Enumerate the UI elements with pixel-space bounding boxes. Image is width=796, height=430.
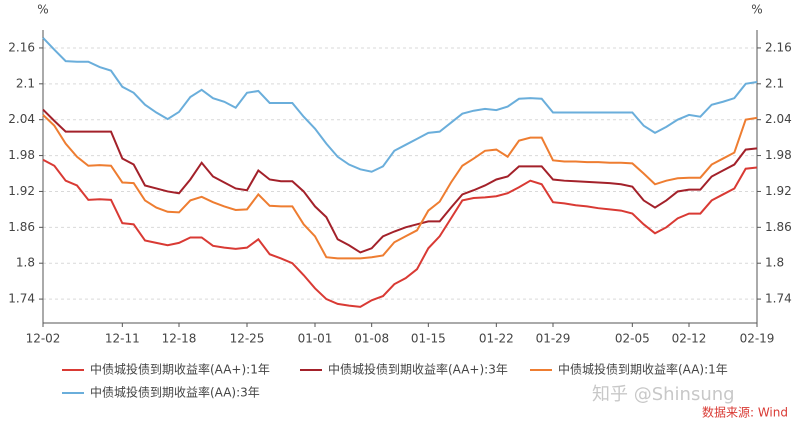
x-tick-label: 01-08 xyxy=(354,332,389,346)
x-tick-label: 01-15 xyxy=(411,332,446,346)
y2-tick-label: 1.98 xyxy=(765,148,792,162)
y2-tick-label: 1.92 xyxy=(765,184,792,198)
y2-unit: % xyxy=(751,3,762,17)
series-line xyxy=(42,158,758,308)
series-line xyxy=(42,37,758,173)
x-tick-label: 02-19 xyxy=(740,332,775,346)
legend-label: 中债城投债到期收益率(AA+):3年 xyxy=(328,362,508,377)
y2-tick-label: 1.86 xyxy=(765,220,792,234)
legend-label: 中债城投债到期收益率(AA+):1年 xyxy=(90,362,270,377)
y-tick-label: 2.16 xyxy=(8,40,35,54)
x-tick-label: 01-01 xyxy=(298,332,333,346)
y-tick-label: 2.04 xyxy=(8,112,35,126)
y2-tick-label: 2.16 xyxy=(765,40,792,54)
x-tick-label: 02-12 xyxy=(672,332,707,346)
x-tick-label: 12-18 xyxy=(162,332,197,346)
y2-tick-label: 1.8 xyxy=(765,256,784,270)
y-unit: % xyxy=(37,3,48,17)
y-tick-label: 1.86 xyxy=(8,220,35,234)
series-line xyxy=(42,108,758,254)
legend-label: 中债城投债到期收益率(AA):3年 xyxy=(90,385,260,400)
series-line xyxy=(42,114,758,260)
y-tick-label: 2.1 xyxy=(16,76,35,90)
x-tick-label: 02-05 xyxy=(615,332,650,346)
x-tick-label: 01-29 xyxy=(536,332,571,346)
x-tick-label: 12-11 xyxy=(105,332,140,346)
y-tick-label: 1.98 xyxy=(8,148,35,162)
x-tick-label: 01-22 xyxy=(479,332,514,346)
x-tick-label: 12-25 xyxy=(230,332,265,346)
x-tick-label: 12-02 xyxy=(26,332,61,346)
y-tick-label: 1.92 xyxy=(8,184,35,198)
y2-tick-label: 2.04 xyxy=(765,112,792,126)
y2-tick-label: 2.1 xyxy=(765,76,784,90)
legend-label: 中债城投债到期收益率(AA):1年 xyxy=(558,362,728,377)
y2-tick-label: 1.74 xyxy=(765,292,792,306)
watermark: 知乎 @Shinsung xyxy=(592,384,735,405)
source-note: 数据来源: Wind xyxy=(702,405,788,420)
y-tick-label: 1.74 xyxy=(8,292,35,306)
y-tick-label: 1.8 xyxy=(16,256,35,270)
